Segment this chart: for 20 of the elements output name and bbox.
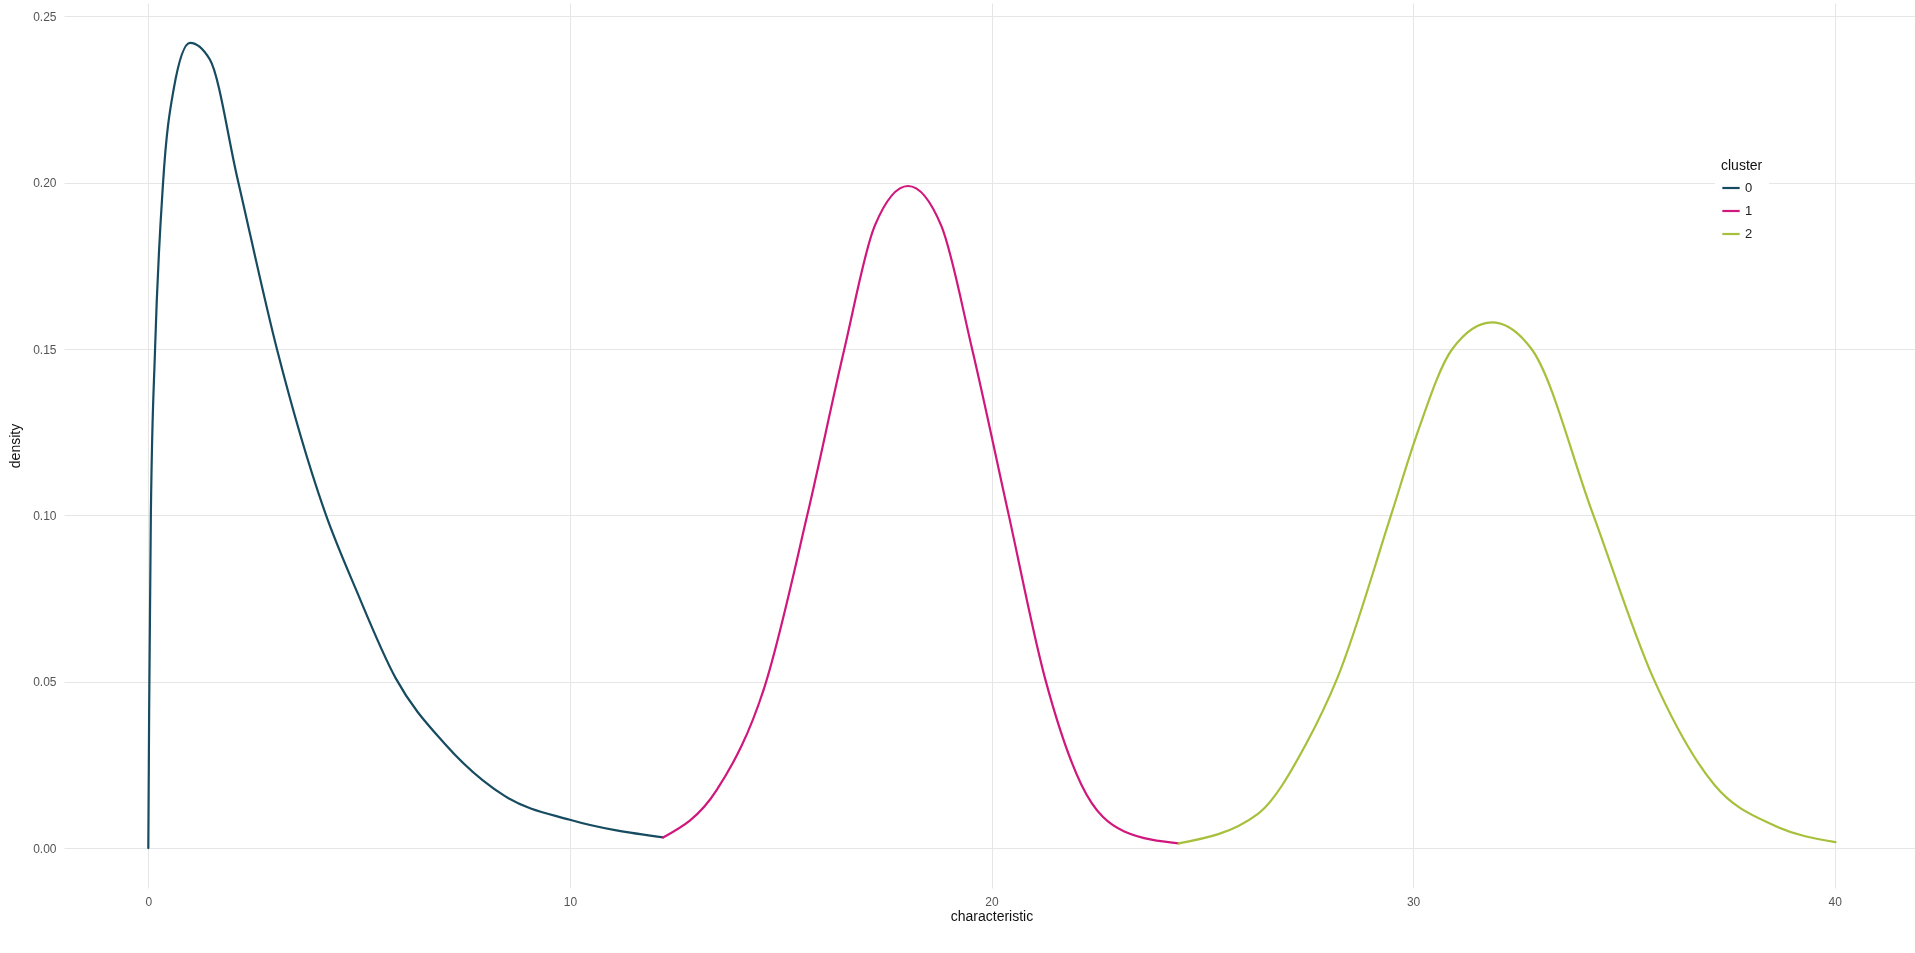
x-tick-label: 30 [1406, 894, 1421, 909]
x-tick-label: 20 [985, 894, 999, 909]
line-series [147, 41, 665, 850]
y-tick-label: 0.15 [33, 342, 57, 357]
line-series [661, 184, 1180, 845]
y-tick-label: 0.20 [33, 176, 57, 191]
y-tick-label: 0.10 [33, 508, 57, 523]
legend-label: 2 [1745, 226, 1753, 241]
legend-label: 1 [1745, 203, 1753, 218]
y-axis-title: density [7, 423, 24, 469]
y-tick-label: 0.05 [33, 675, 57, 690]
y-tick-label: 0.25 [33, 9, 57, 24]
legend-title: cluster [1721, 157, 1763, 173]
x-axis-title: characteristic [950, 907, 1034, 924]
y-tick-label: 0.00 [33, 841, 57, 856]
x-tick-label: 0 [145, 894, 153, 909]
line-series [1177, 321, 1837, 845]
x-tick-label: 10 [563, 894, 578, 909]
x-tick-label: 40 [1828, 894, 1843, 909]
legend-label: 0 [1745, 180, 1753, 195]
